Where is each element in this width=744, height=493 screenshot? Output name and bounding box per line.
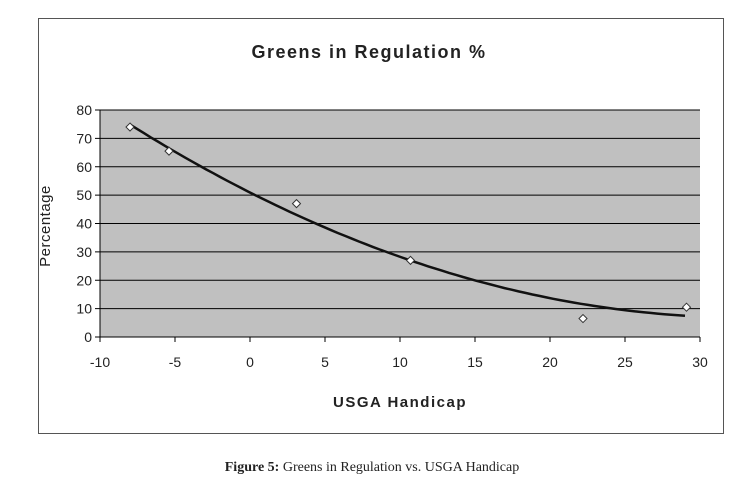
- y-tick-label: 60: [76, 159, 92, 175]
- data-point: [291, 198, 302, 209]
- y-tick-label: 20: [76, 272, 92, 288]
- x-tick-label: 5: [321, 354, 329, 370]
- x-tick-label: 15: [467, 354, 483, 370]
- x-tick-label: 30: [692, 354, 708, 370]
- y-tick-label: 70: [76, 130, 92, 146]
- x-axis-label: USGA Handicap: [333, 394, 467, 411]
- caption-text: Greens in Regulation vs. USGA Handicap: [282, 460, 520, 475]
- data-point: [164, 146, 174, 156]
- x-tick-label: 10: [392, 354, 408, 370]
- y-tick-label: 0: [84, 329, 92, 345]
- x-tick-label: -10: [90, 354, 110, 370]
- x-tick-label: 20: [542, 354, 558, 370]
- y-tick-label: 10: [76, 301, 92, 317]
- chart-title: Greens in Regulation %: [251, 42, 486, 62]
- caption-label: Figure 5:: [224, 460, 280, 475]
- y-tick-label: 30: [76, 244, 92, 260]
- x-tick-label: -5: [169, 354, 182, 370]
- y-tick-label: 80: [76, 102, 92, 118]
- data-point: [405, 255, 416, 266]
- y-tick-label: 50: [76, 187, 92, 203]
- data-point: [578, 313, 588, 324]
- x-tick-label: 25: [617, 354, 633, 370]
- data-point: [681, 302, 692, 312]
- y-tick-label: 40: [76, 216, 92, 232]
- x-tick-label: 0: [246, 354, 254, 370]
- data-point: [125, 122, 135, 132]
- figure-caption: Figure 5: Greens in Regulation vs. USGA …: [0, 460, 744, 476]
- y-axis-label: Percentage: [37, 185, 54, 267]
